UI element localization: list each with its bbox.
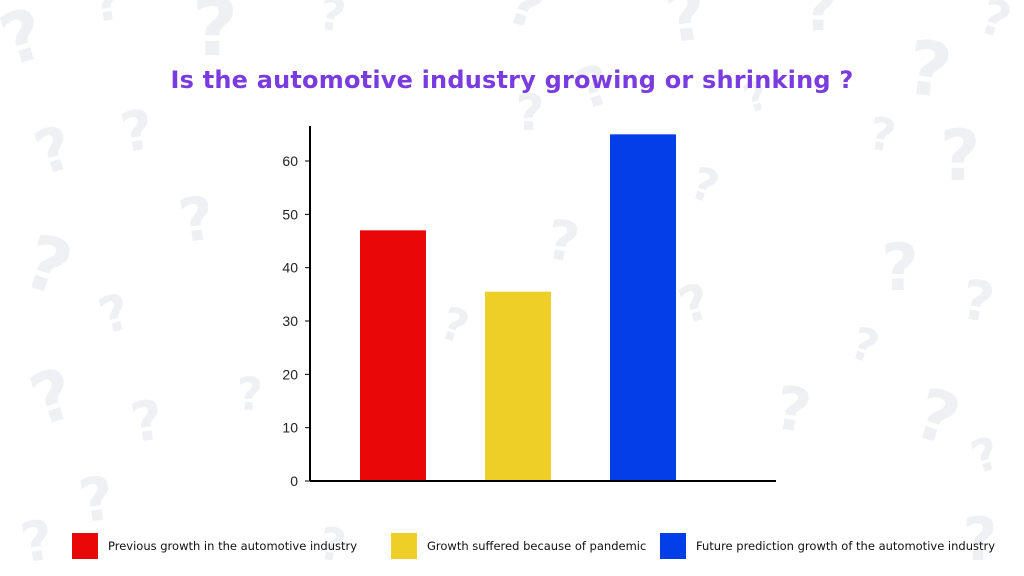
legend-swatch-red (72, 533, 98, 559)
y-axis-ticks: 0 10 20 30 40 50 60 (282, 153, 310, 489)
question-mark-icon: ? (963, 505, 998, 575)
bar-3 (610, 134, 676, 482)
legend-label: Growth suffered because of pandemic (427, 539, 647, 553)
legend-swatch-yellow (391, 533, 417, 559)
question-mark-icon: ? (940, 115, 981, 197)
y-tick-label: 0 (290, 473, 298, 489)
y-tick-label: 20 (282, 366, 298, 382)
y-tick-label: 50 (282, 206, 298, 222)
legend-item-previous-growth: Previous growth in the automotive indust… (72, 533, 357, 559)
question-mark-icon: ? (803, 0, 838, 45)
question-mark-icon: ? (515, 84, 544, 142)
chart-title: Is the automotive industry growing or sh… (170, 66, 854, 94)
legend-item-pandemic-growth: Growth suffered because of pandemic (391, 533, 646, 559)
question-mark-icon: ? (192, 0, 238, 74)
bars (360, 134, 676, 482)
legend-label: Future prediction growth of the automoti… (696, 539, 996, 553)
y-tick-label: 60 (282, 153, 298, 169)
bar-1 (360, 230, 426, 481)
question-mark-icon: ? (881, 231, 919, 306)
y-tick-label: 30 (282, 313, 298, 329)
y-tick-label: 40 (282, 260, 298, 276)
legend: Previous growth in the automotive indust… (0, 533, 1024, 559)
bar-2 (485, 291, 551, 481)
legend-swatch-blue (660, 533, 686, 559)
legend-label: Previous growth in the automotive indust… (108, 539, 358, 553)
legend-item-future-growth: Future prediction growth of the automoti… (660, 533, 995, 559)
question-mark-icon: ? (237, 368, 263, 421)
y-tick-label: 10 (282, 420, 298, 436)
